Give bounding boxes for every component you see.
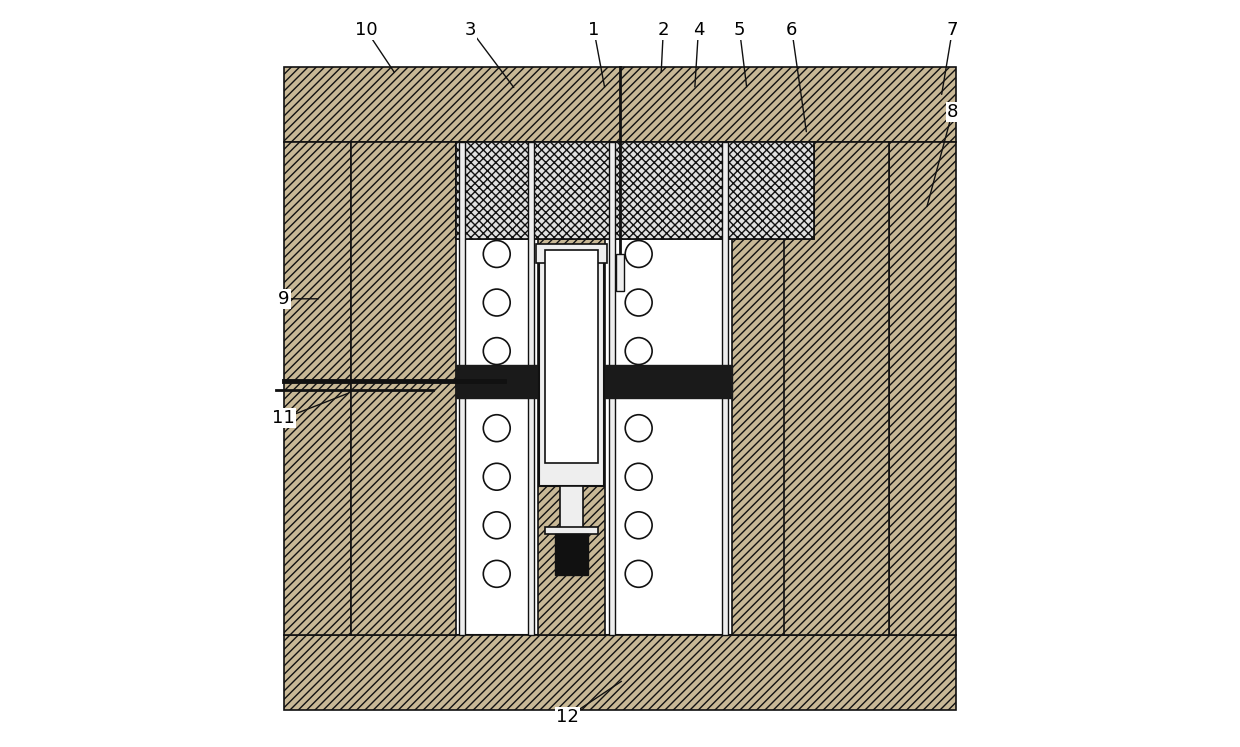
Text: 6: 6 <box>786 21 797 39</box>
Bar <box>537 244 606 263</box>
Text: 2: 2 <box>657 21 670 39</box>
Text: 10: 10 <box>355 21 377 39</box>
Bar <box>615 254 625 291</box>
Bar <box>785 142 889 635</box>
Bar <box>609 142 615 635</box>
Circle shape <box>625 338 652 365</box>
Bar <box>539 247 604 486</box>
Bar <box>546 527 598 534</box>
Bar <box>732 142 800 635</box>
Bar <box>455 365 538 398</box>
Bar <box>605 365 732 398</box>
Circle shape <box>484 512 510 539</box>
Text: 3: 3 <box>465 21 476 39</box>
Text: 9: 9 <box>278 290 290 308</box>
Bar <box>723 142 728 635</box>
Circle shape <box>484 338 510 365</box>
Circle shape <box>625 463 652 490</box>
Bar <box>351 142 455 635</box>
Bar <box>284 635 956 710</box>
Bar <box>351 142 889 635</box>
Circle shape <box>625 560 652 587</box>
Circle shape <box>484 241 510 267</box>
Bar <box>889 142 956 635</box>
Circle shape <box>625 241 652 267</box>
Bar <box>284 67 956 142</box>
Text: 5: 5 <box>734 21 745 39</box>
Bar <box>455 142 815 239</box>
Circle shape <box>484 560 510 587</box>
Circle shape <box>625 289 652 316</box>
Text: 8: 8 <box>946 103 959 121</box>
Circle shape <box>484 463 510 490</box>
Circle shape <box>625 512 652 539</box>
Bar <box>556 534 588 575</box>
Text: 12: 12 <box>557 708 579 726</box>
Bar <box>459 142 465 635</box>
Circle shape <box>484 289 510 316</box>
Bar <box>546 250 598 463</box>
Text: 7: 7 <box>946 21 959 39</box>
Text: 1: 1 <box>588 21 600 39</box>
Bar <box>284 142 351 635</box>
Text: 4: 4 <box>693 21 704 39</box>
Circle shape <box>625 415 652 441</box>
Bar <box>528 142 534 635</box>
Bar <box>455 142 815 239</box>
Text: 11: 11 <box>273 409 295 427</box>
Bar <box>538 142 605 635</box>
Circle shape <box>484 415 510 441</box>
Bar <box>560 486 583 530</box>
